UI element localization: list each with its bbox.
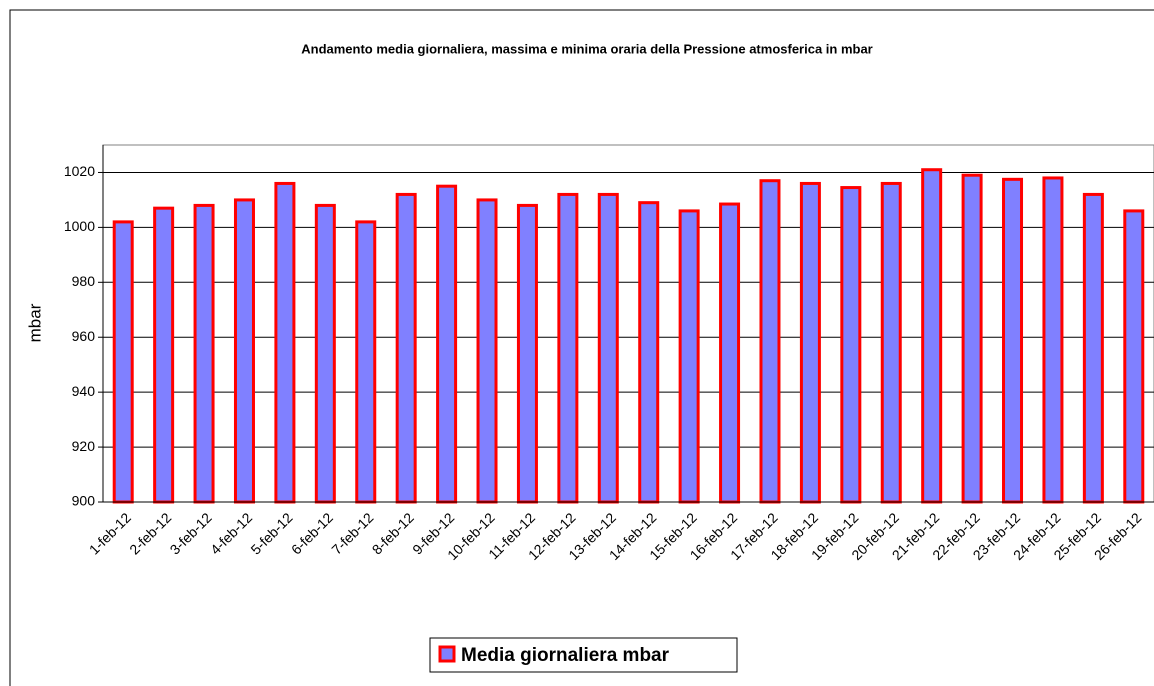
bar [436, 184, 458, 504]
bar [880, 181, 902, 504]
y-tick-label: 960 [72, 328, 96, 344]
y-axis-label: mbar [25, 303, 44, 342]
bar [355, 220, 377, 504]
y-tick-label: 1020 [64, 163, 95, 179]
bar [1123, 209, 1145, 504]
bar [193, 203, 215, 504]
y-tick-label: 920 [72, 438, 96, 454]
y-tick-label: 1000 [64, 218, 95, 234]
bar [719, 202, 741, 504]
y-tick-label: 900 [72, 493, 96, 509]
legend-label: Media giornaliera mbar [461, 645, 670, 666]
bar [395, 192, 417, 504]
bar [314, 203, 336, 504]
bar [233, 198, 255, 504]
bar [1002, 177, 1024, 504]
y-tick-label: 980 [72, 273, 96, 289]
bar [516, 203, 538, 504]
bar [678, 209, 700, 504]
legend-swatch [438, 645, 456, 663]
bar [476, 198, 498, 504]
chart-title: Andamento media giornaliera, massima e m… [301, 41, 873, 56]
bar [1042, 176, 1064, 504]
bar [1082, 192, 1104, 504]
bar [638, 201, 660, 504]
bar [759, 179, 781, 504]
bar [557, 192, 579, 504]
bar [840, 186, 862, 504]
bar [961, 173, 983, 504]
y-tick-label: 940 [72, 383, 96, 399]
bar [274, 181, 296, 504]
plot-area [102, 144, 1154, 503]
bar [112, 220, 134, 504]
legend-box [429, 637, 738, 673]
bar [799, 181, 821, 504]
bar [153, 206, 175, 504]
bar [597, 192, 619, 504]
bar [921, 168, 943, 504]
